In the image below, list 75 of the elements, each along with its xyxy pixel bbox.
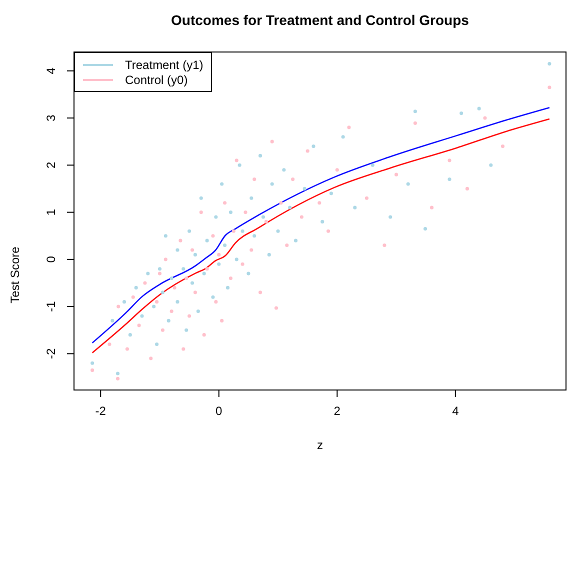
- y-tick-label: 2: [44, 161, 58, 168]
- point: [465, 186, 470, 190]
- point: [306, 149, 310, 153]
- x-tick-label: 4: [452, 404, 460, 418]
- point: [240, 262, 244, 266]
- point: [318, 201, 322, 205]
- x-tick-label: 0: [216, 404, 223, 418]
- point: [279, 201, 283, 205]
- point: [125, 347, 130, 351]
- point: [202, 333, 206, 337]
- point: [364, 196, 368, 200]
- point: [158, 272, 162, 276]
- point: [116, 376, 120, 380]
- point: [394, 172, 398, 176]
- x-tick-label: -2: [95, 404, 106, 418]
- point: [160, 328, 164, 332]
- x-tick-label: 2: [334, 404, 341, 418]
- point: [108, 342, 112, 346]
- point: [285, 243, 289, 248]
- point: [232, 229, 236, 233]
- point: [172, 286, 176, 290]
- y-tick-label: -1: [44, 300, 58, 312]
- legend-label: Control (y0): [125, 72, 188, 86]
- point: [448, 158, 452, 162]
- point: [131, 295, 135, 299]
- point: [149, 356, 153, 360]
- point: [182, 347, 186, 351]
- point: [214, 300, 218, 304]
- point: [250, 248, 254, 252]
- point: [205, 267, 209, 271]
- point: [199, 210, 203, 214]
- y-tick-label: 3: [44, 114, 58, 122]
- legend-label: Treatment (y1): [125, 58, 204, 72]
- point: [116, 304, 120, 308]
- point: [258, 290, 262, 294]
- y-axis-title: Test Score: [8, 246, 22, 303]
- point: [217, 252, 221, 256]
- y-tick-label: -2: [44, 348, 58, 360]
- point: [178, 238, 182, 242]
- point: [548, 86, 552, 90]
- point: [274, 306, 278, 310]
- y-tick-label: 1: [44, 208, 58, 216]
- point: [90, 368, 94, 372]
- point: [164, 258, 168, 262]
- point: [143, 281, 147, 285]
- point: [335, 168, 339, 172]
- point: [137, 324, 141, 328]
- point: [264, 220, 268, 224]
- point: [223, 201, 227, 205]
- point: [326, 229, 330, 233]
- point: [382, 243, 386, 248]
- point: [190, 248, 194, 252]
- point: [291, 178, 295, 182]
- point: [155, 300, 159, 304]
- y-tick-label: 0: [44, 256, 58, 263]
- point: [220, 318, 224, 322]
- point: [347, 126, 351, 130]
- point: [184, 276, 188, 280]
- x-axis-title: z: [317, 438, 323, 452]
- point: [430, 206, 434, 210]
- chart-title: Outcomes for Treatment and Control Groups: [170, 12, 470, 28]
- point: [500, 144, 505, 148]
- point: [193, 290, 198, 294]
- point: [252, 178, 256, 182]
- point: [188, 314, 192, 318]
- point: [270, 140, 274, 144]
- point: [483, 116, 487, 120]
- point: [413, 121, 417, 125]
- point: [211, 234, 215, 238]
- point: [170, 309, 174, 314]
- point: [228, 276, 232, 280]
- point: [244, 210, 248, 214]
- y-tick-label: 4: [44, 67, 58, 74]
- point: [300, 215, 304, 219]
- point: [234, 158, 238, 162]
